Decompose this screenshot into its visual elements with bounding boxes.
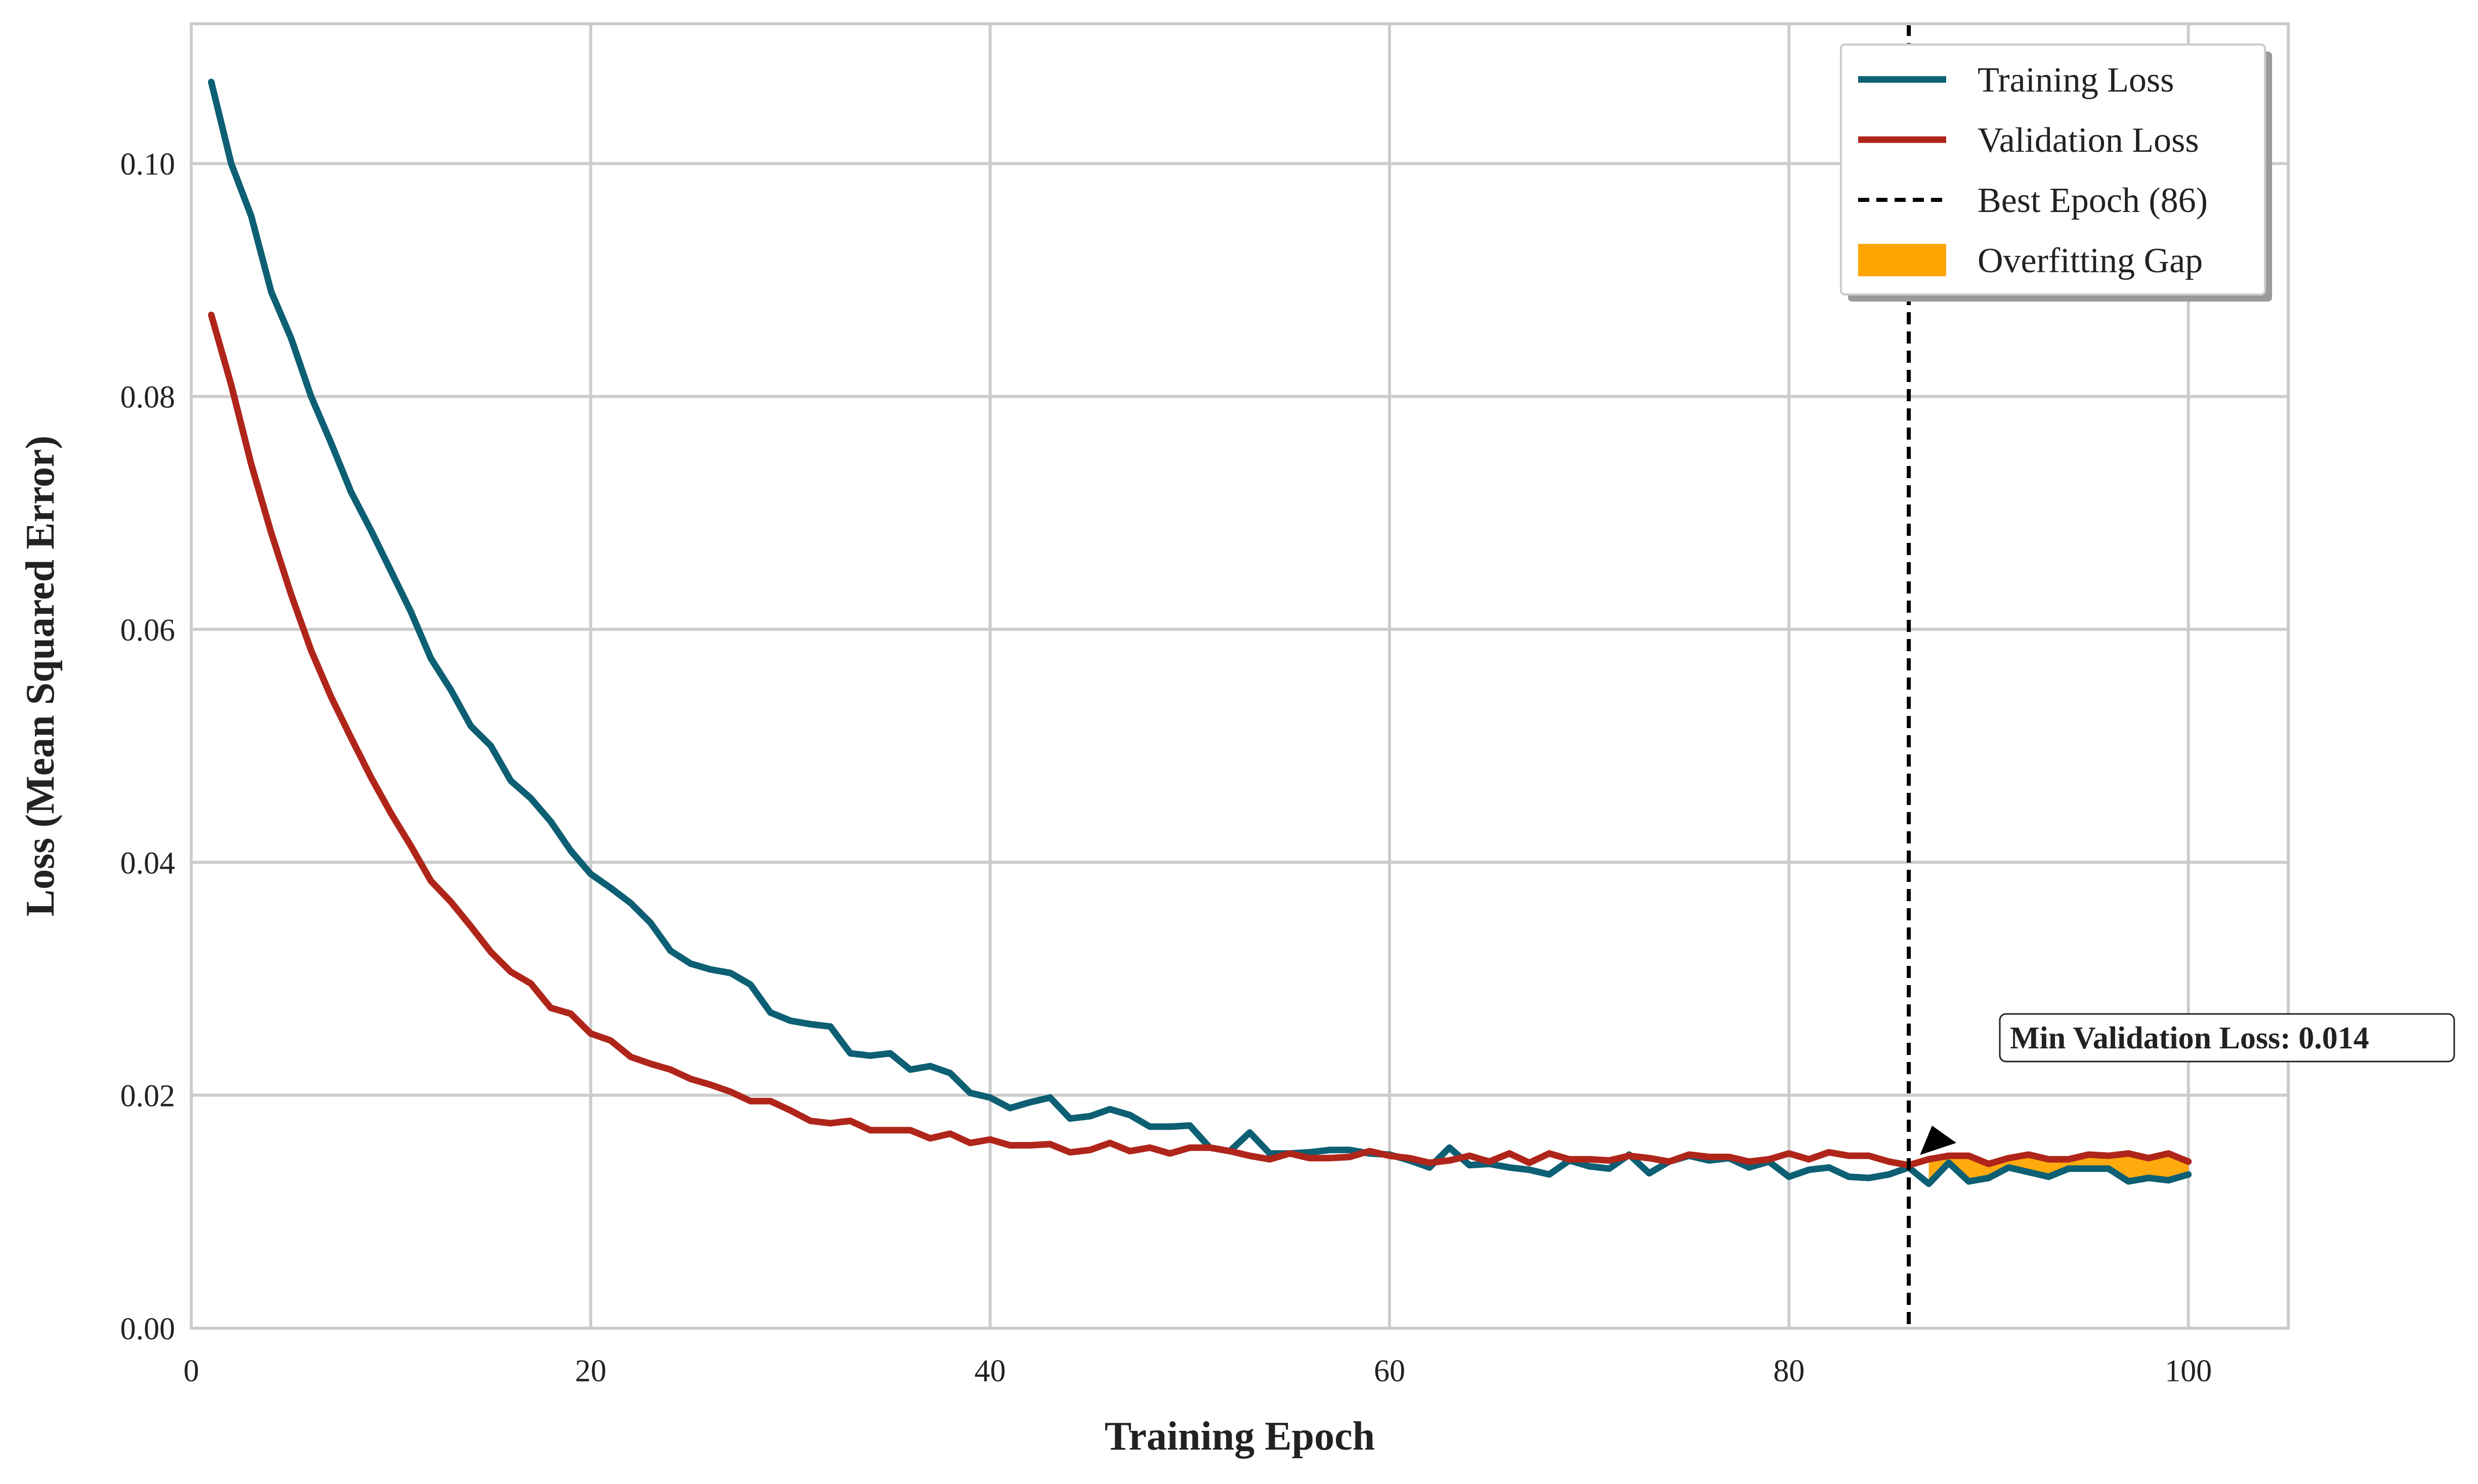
annotation-text: Min Validation Loss: 0.014 — [2010, 1021, 2369, 1055]
y-tick-label: 0.10 — [120, 147, 176, 182]
x-tick-label: 0 — [184, 1354, 199, 1388]
legend-label-overfitting-gap: Overfitting Gap — [1978, 241, 2203, 280]
x-tick-label: 100 — [2165, 1354, 2212, 1388]
legend-label-validation: Validation Loss — [1978, 121, 2199, 160]
y-tick-label: 0.06 — [120, 613, 176, 648]
x-tick-label: 80 — [1773, 1354, 1804, 1388]
y-tick-label: 0.08 — [120, 380, 176, 415]
annotation-box — [1999, 1013, 2455, 1063]
series-layer — [208, 78, 2192, 1188]
annotation-arrow — [1920, 1125, 1957, 1155]
training-loss-line — [208, 78, 2192, 1188]
legend-label-training: Training Loss — [1978, 61, 2174, 100]
y-axis-ticks: 0.00 0.02 0.04 0.06 0.08 0.10 — [120, 147, 176, 1346]
x-axis-ticks: 0 20 40 60 80 100 — [184, 1354, 2212, 1388]
x-tick-label: 20 — [575, 1354, 606, 1388]
plot-frame — [190, 22, 2290, 1330]
x-tick-label: 40 — [975, 1354, 1006, 1388]
y-tick-label: 0.02 — [120, 1079, 176, 1114]
legend-label-best-epoch: Best Epoch (86) — [1978, 181, 2208, 220]
legend-box — [1840, 44, 2266, 295]
x-tick-label: 60 — [1374, 1354, 1405, 1388]
x-axis-label: Training Epoch — [1105, 1414, 1375, 1459]
legend-swatch-overfitting-gap — [1858, 244, 1946, 276]
min-validation-annotation: Min Validation Loss: 0.014 — [1920, 1013, 2455, 1155]
y-axis-label: Loss (Mean Squared Error) — [18, 436, 63, 916]
y-tick-label: 0.04 — [120, 846, 176, 880]
y-tick-label: 0.00 — [120, 1312, 176, 1346]
legend: Training Loss Validation Loss Best Epoch… — [1840, 44, 2272, 302]
validation-loss-line — [208, 311, 2192, 1169]
